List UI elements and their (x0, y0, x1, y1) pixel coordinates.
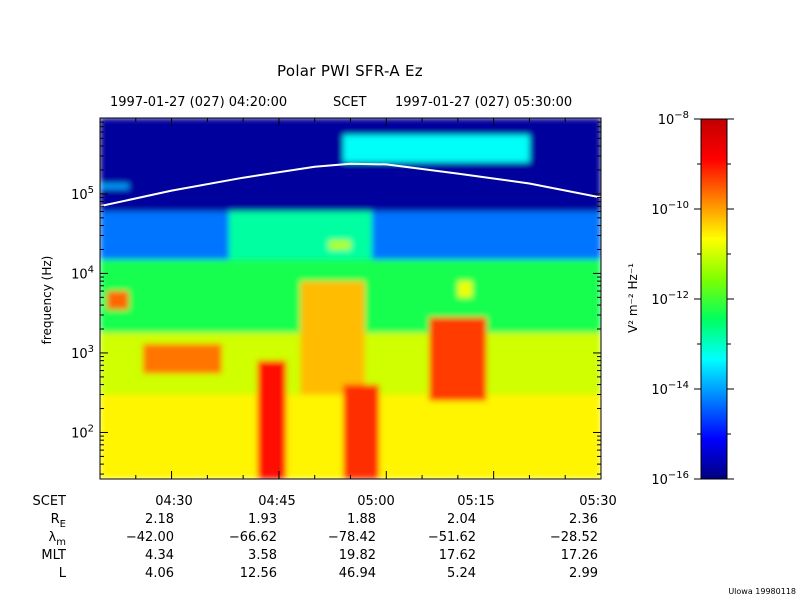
x-tick-label: 05:30 (579, 494, 616, 509)
spectrogram-region-10 (257, 360, 287, 479)
ephemeris-value: −51.62 (428, 530, 476, 545)
ephemeris-value: −78.42 (328, 530, 376, 545)
spectrogram-region-11 (343, 384, 380, 479)
x-tick-label: 04:45 (258, 494, 295, 509)
ephemeris-value: 5.24 (447, 566, 476, 581)
ephemeris-value: 17.62 (439, 548, 476, 563)
y-tick-label-3: 105 (71, 185, 94, 203)
ephemeris-value: 2.04 (447, 512, 476, 527)
spectrogram-region-8 (142, 343, 222, 374)
y-tick-label-0: 102 (71, 423, 94, 441)
spectrogram-region-16 (100, 183, 129, 190)
ephemeris-value: 2.36 (569, 512, 598, 527)
header-scet-label: SCET (333, 95, 367, 110)
spectrogram-image (100, 118, 601, 479)
spectrogram-region-6 (228, 211, 372, 260)
colorbar: 10−8 10−10 10−12 10−14 10−16 (651, 110, 734, 488)
ephemeris-value: −28.52 (550, 530, 598, 545)
ephemeris-value: 19.82 (339, 548, 376, 563)
plot-area: 102 103 104 105 (71, 117, 602, 480)
spectrogram-region-1 (100, 118, 601, 212)
y-tick-label-1: 103 (71, 344, 94, 362)
ephemeris-row-label: L (59, 566, 67, 581)
ephemeris-row-label: RE (51, 512, 66, 530)
y-tick-label-2: 104 (71, 264, 94, 282)
spectrogram-region-7 (300, 281, 365, 395)
ephemeris-value: 4.34 (145, 548, 174, 563)
colorbar-gradient (700, 118, 728, 480)
ephemeris-value: 12.56 (240, 566, 277, 581)
x-axis-ticks (99, 118, 602, 479)
colorbar-tick-label-3: 10−14 (651, 380, 689, 398)
ephemeris-value: 4.06 (145, 566, 174, 581)
spectrogram-region-12 (429, 317, 487, 401)
spectrogram-region-14 (329, 240, 351, 250)
ephemeris-value: 1.93 (248, 512, 277, 527)
colorbar-tick-label-4: 10−16 (651, 470, 689, 488)
ephemeris-row-label: SCET (33, 494, 67, 509)
ephemeris-value: 2.99 (569, 566, 598, 581)
series-line-0 (100, 162, 601, 208)
spectrogram-region-13 (457, 281, 473, 298)
ephemeris-value: −42.00 (126, 530, 174, 545)
chart-title: Polar PWI SFR-A Ez (277, 62, 423, 80)
x-tick-label: 04:30 (155, 494, 192, 509)
header-end-time: 1997-01-27 (027) 05:30:00 (395, 95, 573, 110)
credit-text: Ulowa 19980118 (728, 587, 796, 596)
ephemeris-value: 2.18 (145, 512, 174, 527)
spectrogram-region-15 (343, 135, 530, 163)
ephemeris-row-label: MLT (41, 548, 66, 563)
colorbar-tick-label-2: 10−12 (651, 290, 689, 308)
ephemeris-value: 46.94 (339, 566, 376, 581)
ephemeris-value: 3.58 (248, 548, 277, 563)
ephemeris-value: 17.26 (561, 548, 598, 563)
ephemeris-value: −66.62 (229, 530, 277, 545)
ephemeris-table: SCET 04:30 04:45 05:00 05:15 05:30 RE 2.18 1.93 1… (33, 494, 617, 581)
spectrogram-region-9 (107, 291, 129, 310)
ephemeris-row-label: λm (49, 530, 66, 548)
colorbar-tick-label-1: 10−10 (651, 200, 689, 218)
colorbar-tick-label-0: 10−8 (658, 110, 689, 128)
header-start-time: 1997-01-27 (027) 04:20:00 (110, 95, 288, 110)
x-tick-label: 05:00 (357, 494, 394, 509)
spectrogram-regions (100, 118, 601, 479)
x-tick-label: 05:15 (457, 494, 494, 509)
ephemeris-value: 1.88 (347, 512, 376, 527)
y-axis-ticks: 102 103 104 105 (71, 117, 601, 475)
